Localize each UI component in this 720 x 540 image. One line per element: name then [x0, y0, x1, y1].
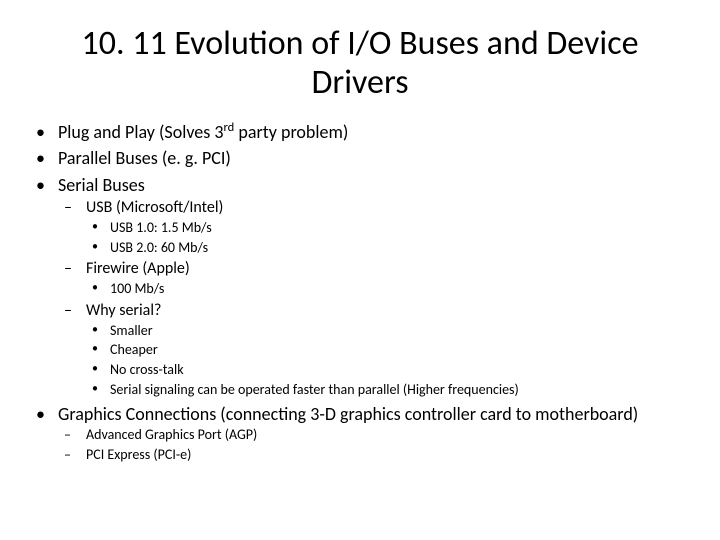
text: Parallel Buses (e. g. PCI) — [58, 147, 231, 169]
superscript: rd — [223, 120, 234, 135]
text: No cross-talk — [110, 361, 184, 378]
sub-firewire-1: 100 Mb/s — [86, 280, 692, 299]
text: Graphics Connections (connecting 3-D gra… — [58, 403, 638, 425]
bullet-plug-and-play: Plug and Play (Solves 3rd party problem) — [28, 120, 692, 144]
sub-why-serial: Why serial? Smaller Cheaper No cross-tal… — [58, 300, 692, 400]
text: Firewire (Apple) — [86, 259, 190, 278]
why-4: Serial signaling can be operated faster … — [86, 381, 692, 400]
text: 100 Mb/s — [110, 280, 164, 297]
bullet-parallel-buses: Parallel Buses (e. g. PCI) — [28, 146, 692, 170]
why-3: No cross-talk — [86, 361, 692, 380]
text-tail: party problem) — [234, 121, 348, 143]
slide: 10. 11 Evolution of I/O Buses and Device… — [0, 0, 720, 540]
text: Smaller — [110, 322, 153, 339]
slide-body: Plug and Play (Solves 3rd party problem)… — [28, 120, 692, 465]
text: PCI Express (PCI-e) — [86, 446, 191, 463]
text: Plug and Play (Solves 3 — [58, 121, 223, 143]
text: USB (Microsoft/Intel) — [86, 198, 223, 217]
text: Serial Buses — [58, 174, 145, 196]
sub-usb-1: USB 1.0: 1.5 Mb/s — [86, 219, 692, 238]
why-1: Smaller — [86, 322, 692, 341]
text: USB 2.0: 60 Mb/s — [110, 239, 208, 256]
text: Advanced Graphics Port (AGP) — [86, 426, 257, 443]
sub-pcie: PCI Express (PCI-e) — [58, 446, 692, 465]
text: Serial signaling can be operated faster … — [110, 381, 519, 398]
sub-agp: Advanced Graphics Port (AGP) — [58, 426, 692, 445]
sub-firewire: Firewire (Apple) 100 Mb/s — [58, 258, 692, 298]
text: Why serial? — [86, 301, 161, 320]
text: Cheaper — [110, 341, 158, 358]
bullet-serial-buses: Serial Buses USB (Microsoft/Intel) USB 1… — [28, 173, 692, 400]
text: USB 1.0: 1.5 Mb/s — [110, 219, 212, 236]
bullet-graphics-connections: Graphics Connections (connecting 3-D gra… — [28, 402, 692, 465]
sub-usb-2: USB 2.0: 60 Mb/s — [86, 239, 692, 258]
why-2: Cheaper — [86, 341, 692, 360]
sub-usb: USB (Microsoft/Intel) USB 1.0: 1.5 Mb/s … — [58, 197, 692, 257]
slide-title: 10. 11 Evolution of I/O Buses and Device… — [68, 24, 652, 102]
